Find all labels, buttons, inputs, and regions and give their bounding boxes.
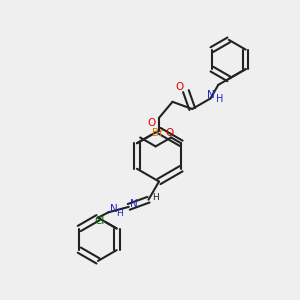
Text: Br: Br	[152, 128, 164, 138]
Text: N: N	[130, 199, 138, 209]
Text: H: H	[216, 94, 223, 104]
Text: N: N	[206, 90, 214, 100]
Text: O: O	[147, 118, 156, 128]
Text: H: H	[152, 194, 158, 202]
Text: O: O	[166, 128, 174, 138]
Text: N: N	[110, 204, 118, 214]
Text: H: H	[116, 209, 123, 218]
Text: O: O	[175, 82, 184, 92]
Text: Cl: Cl	[94, 216, 104, 226]
